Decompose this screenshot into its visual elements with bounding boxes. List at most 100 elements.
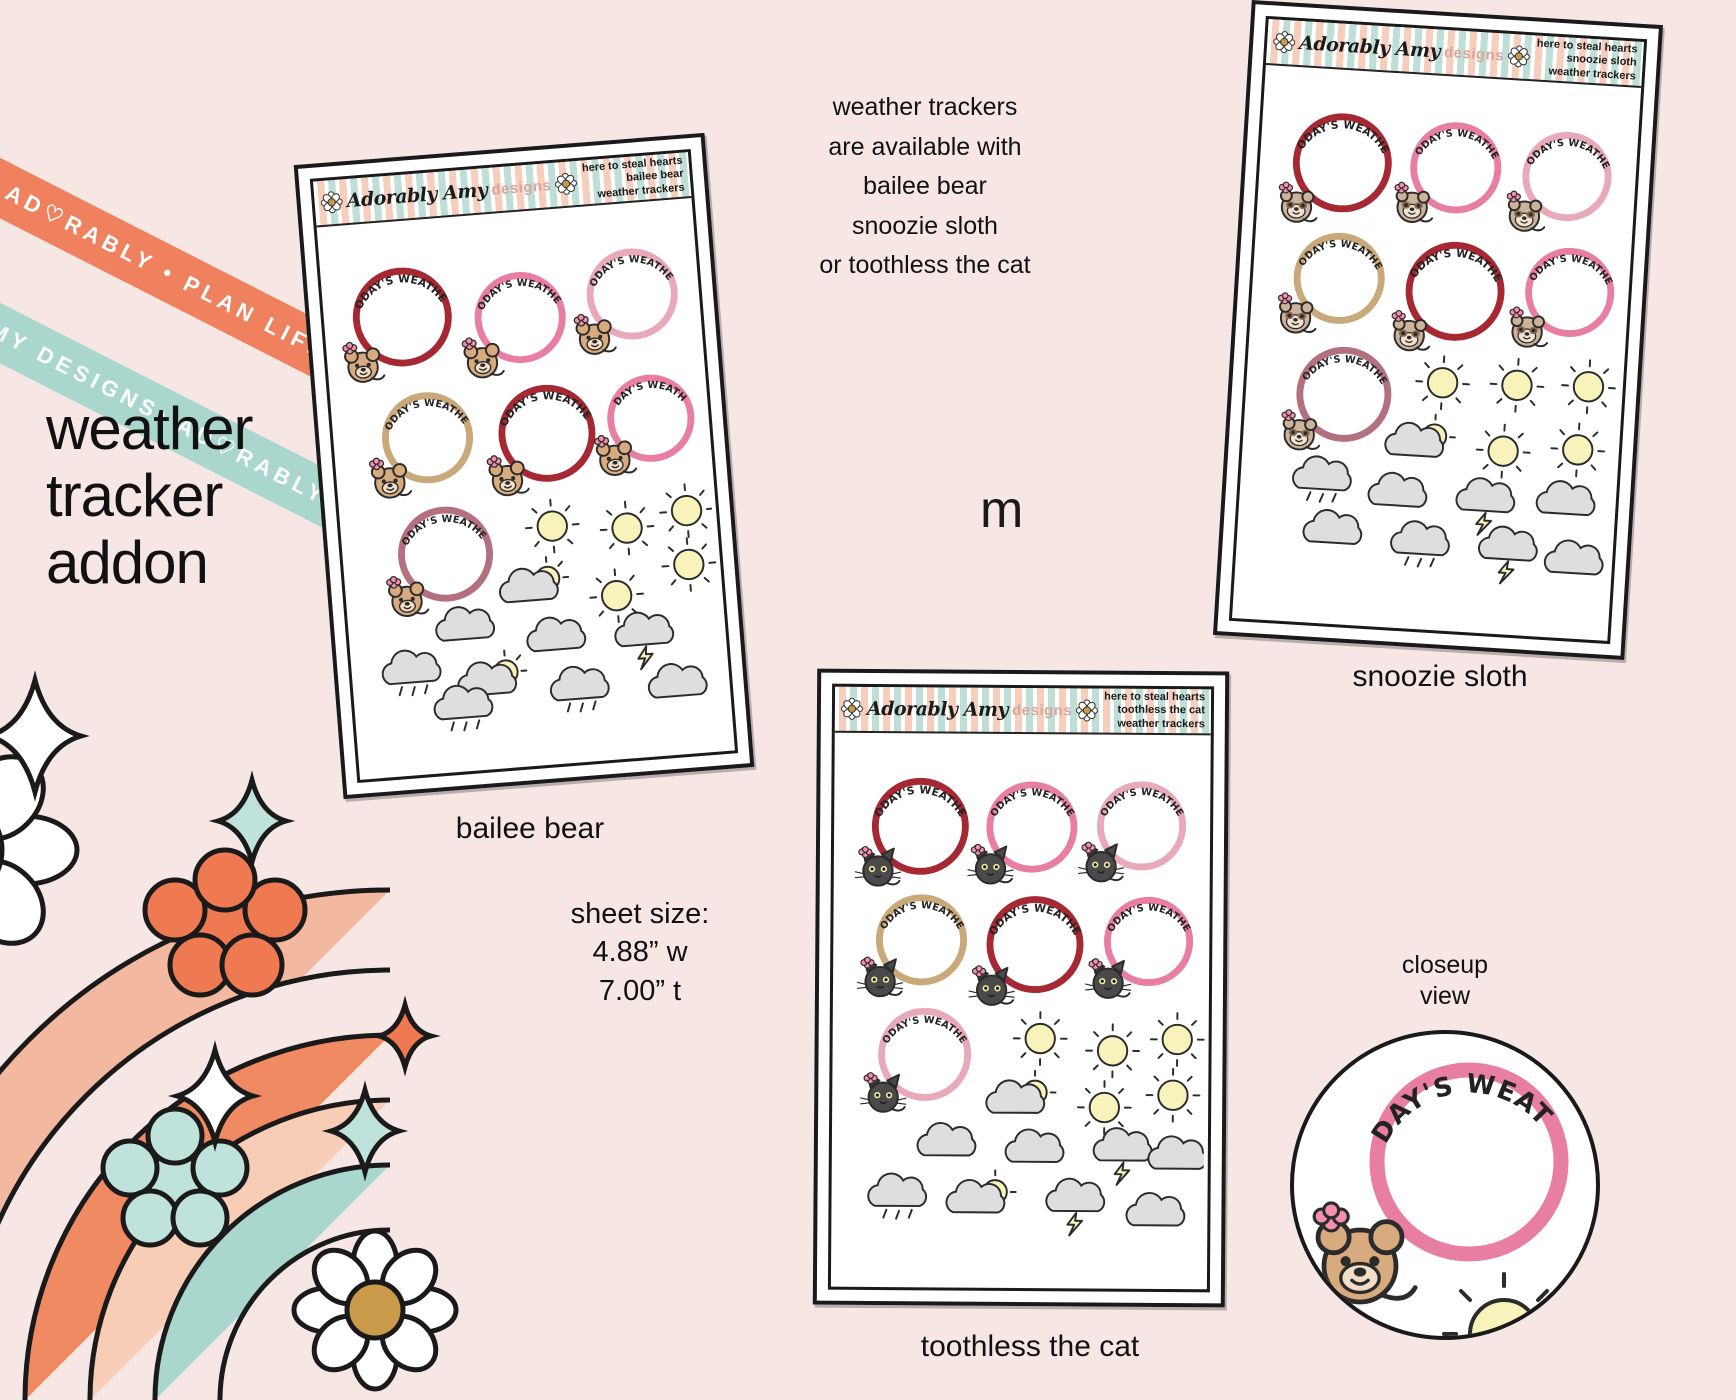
rain-cloud-icon <box>381 648 442 697</box>
flower-icon-mint <box>100 1106 250 1248</box>
watermark-letter: m <box>980 481 1024 539</box>
sun-icon <box>1149 1011 1205 1068</box>
availability-note: weather trackers are available with bail… <box>790 88 1060 286</box>
closeup-caption-line-2: view <box>1419 982 1470 1011</box>
cloud-icon <box>1366 470 1429 509</box>
rain-cloud-icon <box>1292 455 1353 503</box>
cloud-icon <box>1125 1191 1186 1227</box>
sheet-body: TODAY'S WEATHER TODAY'S WEATHER <box>831 733 1211 1290</box>
lightning-cloud-icon <box>1046 1179 1104 1236</box>
sun-icon <box>1474 422 1533 481</box>
sheet-label-line-2: toothless the cat <box>1117 703 1205 717</box>
brand-name: Adorably Amy <box>866 697 1009 721</box>
sun-icon <box>659 535 719 594</box>
tracker-sticker: TODAY'S WEATHER <box>834 745 969 887</box>
sun-icon <box>1488 356 1546 415</box>
cloud-icon <box>433 603 496 643</box>
sheet-label: here to steal hearts bailee bear weather… <box>576 155 686 203</box>
cloud-icon <box>1147 1135 1208 1170</box>
brand-name: Adorably Amy <box>345 179 489 213</box>
sheet-caption-toothless-the-cat: toothless the cat <box>920 1330 1140 1363</box>
sun-icon <box>1145 1067 1201 1123</box>
daisy-icon-small <box>291 1228 459 1392</box>
sheet-inner: Adorably Amy designs <box>827 683 1215 1293</box>
availability-note-line-5: or toothless the cat <box>819 251 1031 279</box>
sheet-header: Adorably Amy designs <box>834 686 1212 736</box>
sticker-sheet-bailee-bear[interactable]: Adorably Amy designs <box>293 132 755 800</box>
brand-logo: Adorably Amy designs <box>840 697 1099 722</box>
cloud-icon <box>916 1121 977 1157</box>
sun-icon <box>1413 353 1472 412</box>
daisy-icon <box>1273 31 1296 54</box>
daisy-icon <box>1076 699 1099 722</box>
flower-icon-coral <box>142 847 308 998</box>
daisy-icon <box>320 191 343 214</box>
daisy-icon <box>840 697 864 720</box>
closeup-caption-line-1: closeup <box>1401 951 1489 979</box>
sparkle-star-icon <box>0 670 441 1182</box>
sheet-size-width: 4.88” w <box>592 936 688 969</box>
brand-logo: Adorably Amy designs <box>1273 30 1531 68</box>
tracker-sticker: TODAY'S WEATHER <box>317 230 452 385</box>
sun-icon <box>1559 357 1618 416</box>
lightning-cloud-icon <box>1477 525 1538 585</box>
cloud-icon <box>1535 478 1597 517</box>
sheet-label-line-1: here to steal hearts <box>1104 690 1206 704</box>
sheet-inner: Adorably Amy designs <box>309 148 739 784</box>
daisy-icon <box>555 172 578 195</box>
brand-logo: Adorably Amy designs <box>320 172 578 214</box>
sun-icon <box>1442 1272 1566 1336</box>
sun-icon <box>597 498 657 558</box>
page-title-line-3: addon <box>46 529 209 597</box>
brand-designs: designs <box>1011 701 1073 719</box>
sheet-inner: Adorably Amy designs <box>1228 15 1648 645</box>
sheet-label: here to steal hearts snoozie sloth weath… <box>1529 37 1637 84</box>
sheet-size-height: 7.00” t <box>598 974 682 1007</box>
daisy-icon-large <box>0 754 80 946</box>
brand-designs: designs <box>490 176 552 199</box>
page-title-line-1: weather <box>46 395 253 462</box>
lightning-cloud-icon <box>614 610 676 671</box>
sticker-sheet-snoozie-sloth[interactable]: Adorably Amy designs <box>1212 0 1664 660</box>
sheet-label: here to steal hearts toothless the cat w… <box>1098 690 1205 731</box>
partly-cloudy-icon <box>946 1170 1015 1213</box>
rainbow-decoration <box>0 670 459 1400</box>
cloud-icon <box>1301 507 1364 546</box>
partly-cloudy-icon <box>497 555 569 602</box>
sticker-artwork: TODAY'S WEATHER TODAY'S WEATHER <box>317 214 719 771</box>
sun-icon <box>1012 1010 1068 1067</box>
availability-note-line-2: are available with <box>828 132 1022 161</box>
availability-note-line-4: snoozie sloth <box>852 211 998 240</box>
sheet-body: TODAY'S WEATHER TODAY'S WEATHER <box>1232 65 1641 641</box>
cloud-icon <box>524 613 587 653</box>
bear-mascot-icon <box>1312 1201 1418 1305</box>
page-title-line-2: tracker <box>46 462 223 530</box>
sheet-size-label: sheet size: <box>570 898 710 930</box>
closeup-artwork: TODAY'S WEATHER <box>1294 1034 1569 1336</box>
brand-designs: designs <box>1443 43 1505 65</box>
sheet-header: Adorably Amy designs <box>1265 19 1644 88</box>
availability-note-line-1: weather trackers <box>832 93 1018 121</box>
tracker-sticker: TODAY'S WEATHER <box>1261 77 1396 224</box>
rain-cloud-icon <box>1390 520 1451 568</box>
sun-icon <box>1076 1079 1132 1136</box>
sheet-header: Adorably Amy designs <box>313 152 692 228</box>
cloud-icon <box>646 660 709 700</box>
closeup-view[interactable]: TODAY'S WEATHER <box>1290 1030 1600 1340</box>
daisy-icon <box>1508 45 1531 68</box>
sheet-label-line-3: weather trackers <box>1117 717 1205 730</box>
cloud-icon <box>1004 1128 1065 1164</box>
sticker-artwork: TODAY'S WEATHER TODAY'S WEATHER <box>1247 77 1625 632</box>
sticker-sheet-toothless-the-cat[interactable]: Adorably Amy designs <box>812 668 1230 1308</box>
sheet-caption-bailee-bear: bailee bear <box>455 812 605 845</box>
partly-cloudy-icon <box>1385 412 1457 458</box>
availability-note-line-3: bailee bear <box>863 172 987 200</box>
rain-cloud-icon <box>868 1173 926 1218</box>
sun-icon <box>522 496 582 556</box>
sticker-artwork: TODAY'S WEATHER TODAY'S WEATHER <box>833 745 1208 1282</box>
rain-cloud-icon <box>549 664 610 713</box>
sun-icon <box>1548 420 1607 479</box>
sun-icon <box>657 481 716 541</box>
closeup-caption: closeup view <box>1345 950 1545 1013</box>
